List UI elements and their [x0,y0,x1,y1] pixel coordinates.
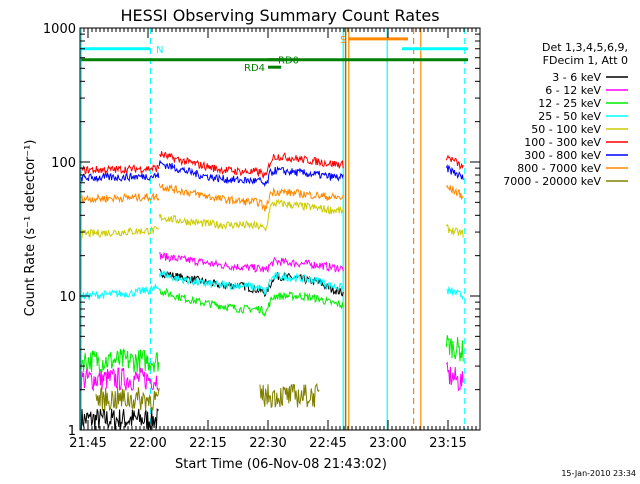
x-tick-label: 22:45 [309,436,346,451]
series-line [80,225,159,239]
axes: 1 10 100 1000 21:45 22:00 22:15 22:30 22:45 23:00… [43,22,481,451]
x-tick-label: 23:00 [369,436,406,451]
series-line [158,160,344,188]
state-bar-label: N [156,45,163,56]
series-12-25-kev [80,287,464,373]
series-line [158,183,344,212]
series-line [95,387,160,412]
legend-entry-label: 300 - 800 keV [524,149,601,162]
series-line [446,286,464,301]
y-axis-label: Count Rate (s⁻¹ detector⁻¹) [23,140,38,317]
series-line [80,282,160,302]
series-line [81,164,160,175]
series-line [80,171,160,183]
series-line [259,382,320,409]
x-tick-label: 22:15 [189,436,226,451]
y-tick-label: 100 [51,156,76,171]
legend-entry-label: 7000 - 20000 keV [503,175,601,188]
legend-entry-label: 25 - 50 keV [538,110,601,123]
legend-entry-label: 6 - 12 keV [545,84,601,97]
legend-entry-label: 100 - 300 keV [524,136,601,149]
chart-title: HESSI Observing Summary Count Rates [120,6,439,25]
y-tick-label: 10 [59,290,76,305]
plot-area: N S RD0 RD4 [80,28,468,431]
state-bar-label: RD0 [278,56,299,67]
legend-entry-label: 50 - 100 keV [531,123,601,136]
series-line [159,151,344,179]
series-line [445,154,464,171]
legend-header-line-2: FDecim 1, Att 0 [543,54,628,67]
series-line [158,269,344,296]
x-tick-label: 22:30 [249,436,286,451]
series-line [159,251,344,274]
series-800-7000-kev [80,183,464,212]
state-bar-label: S [340,35,346,46]
series-25-50-kev [80,269,464,302]
series-line [158,198,344,232]
series-line [445,361,464,392]
series-line [80,192,160,204]
series-line [446,184,464,201]
series-7000-20000-kev [95,28,347,430]
series-line [445,335,464,362]
y-tick-label: 1 [68,424,76,439]
legend-entry-label: 3 - 6 keV [552,71,601,84]
series-line [80,348,160,373]
series-line [80,407,159,431]
series-100-300-kev [81,151,464,179]
x-tick-label: 22:00 [129,436,166,451]
footer-timestamp: 15-Jan-2010 23:34 [561,469,636,478]
series-6-12-kev [80,251,464,392]
x-tick-label: 21:45 [69,436,106,451]
x-tick-label: 23:15 [429,436,466,451]
legend-entry-label: 12 - 25 keV [538,97,601,110]
y-tick-label: 1000 [43,22,76,37]
x-axis-label: Start Time (06-Nov-08 21:43:02) [175,457,387,472]
series-line [80,367,160,392]
series-300-800-kev [80,160,464,188]
state-bar-label: RD4 [244,63,265,74]
series-line [445,164,464,180]
series-50-100-kev [80,198,464,239]
legend-header-line-1: Det 1,3,4,5,6,9, [542,41,628,54]
series-line [445,223,464,238]
legend: Det 1,3,4,5,6,9, FDecim 1, Att 0 3 - 6 k… [503,41,628,188]
series-line [159,287,344,318]
legend-entry-label: 800 - 7000 keV [517,162,601,175]
